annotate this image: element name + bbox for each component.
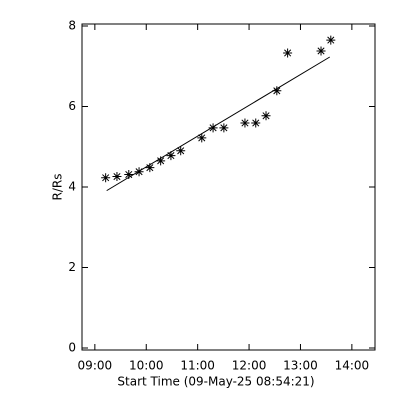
y-tick-label: 8 xyxy=(68,19,76,33)
data-point xyxy=(176,146,186,156)
x-tick-label: 10:00 xyxy=(129,359,164,373)
y-tick-label: 6 xyxy=(68,99,76,113)
data-point xyxy=(112,172,122,182)
x-tick-label: 12:00 xyxy=(232,359,267,373)
x-tick-label: 11:00 xyxy=(180,359,215,373)
data-point xyxy=(326,35,336,45)
y-tick-label: 2 xyxy=(68,260,76,274)
x-tick-label: 14:00 xyxy=(335,359,370,373)
data-point xyxy=(251,118,261,128)
data-point xyxy=(283,48,293,58)
x-tick-label: 09:00 xyxy=(78,359,113,373)
data-point xyxy=(219,123,229,133)
data-point xyxy=(124,170,134,180)
data-point xyxy=(197,133,207,143)
plot-frame xyxy=(81,23,376,351)
x-tick-label: 13:00 xyxy=(283,359,318,373)
data-point xyxy=(261,111,271,121)
data-point xyxy=(101,173,111,183)
data-point xyxy=(240,118,250,128)
data-point xyxy=(208,123,218,133)
fit-line xyxy=(106,56,331,192)
data-point xyxy=(272,86,282,96)
data-point xyxy=(316,46,326,56)
y-tick-label: 4 xyxy=(68,180,76,194)
data-point xyxy=(156,156,166,166)
y-axis-label: R/Rs xyxy=(51,174,65,201)
data-point xyxy=(166,151,176,161)
x-axis-label: Start Time (09-May-25 08:54:21) xyxy=(117,375,314,389)
y-tick-label: 0 xyxy=(68,340,76,354)
data-point xyxy=(145,163,155,173)
